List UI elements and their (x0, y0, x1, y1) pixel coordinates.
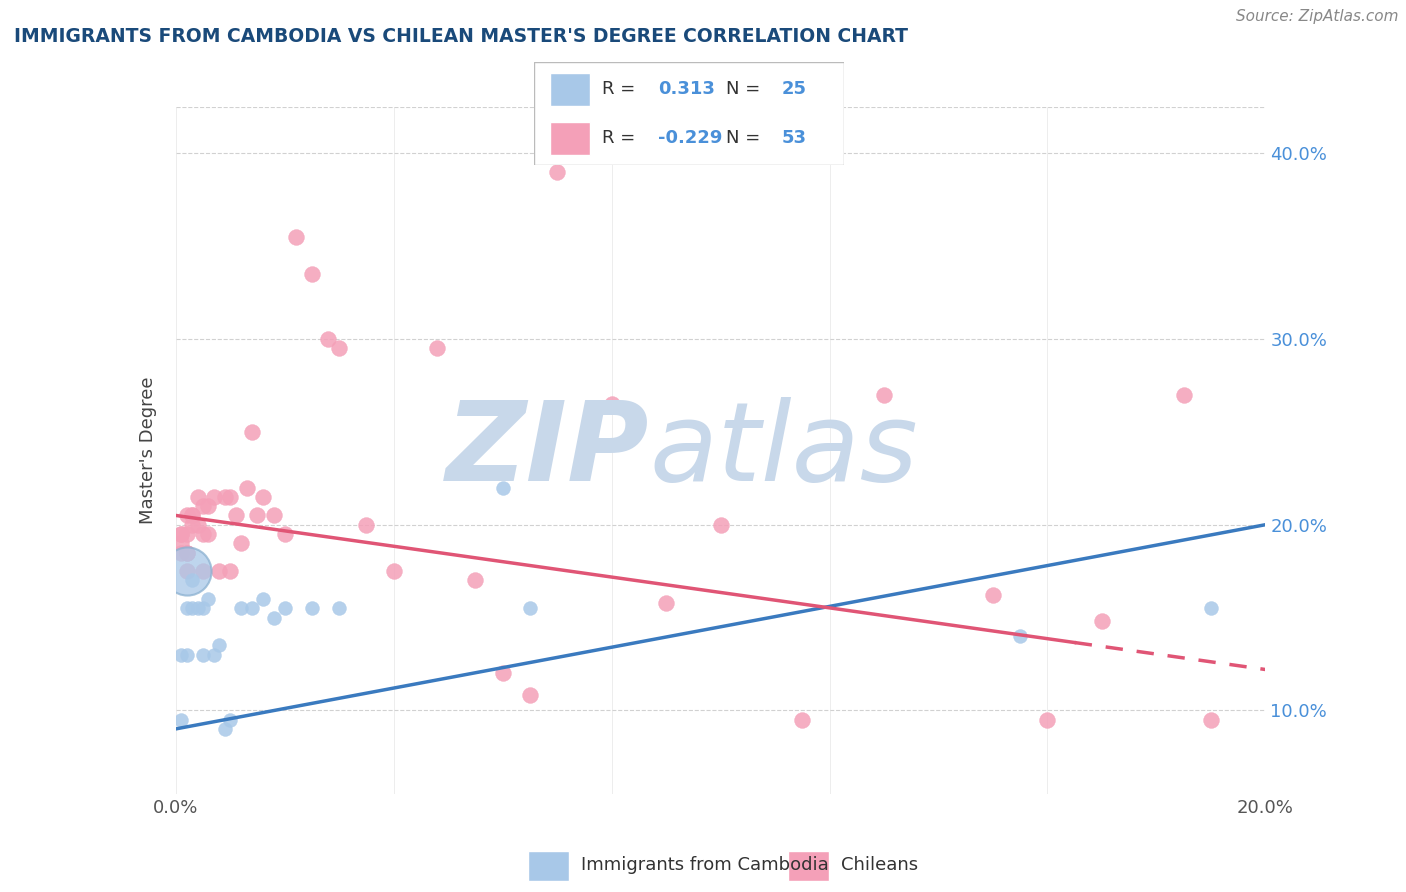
Point (191, 499, 214, 513)
Point (214, 490, 236, 504)
Point (301, 267, 323, 281)
Point (426, 342, 449, 356)
Point (246, 508, 269, 523)
Point (655, 596, 678, 610)
Point (1199, 713, 1222, 727)
Text: Source: ZipAtlas.com: Source: ZipAtlas.com (1236, 9, 1399, 24)
Point (231, 536, 253, 550)
Point (252, 591, 274, 606)
Bar (529, 851, 569, 881)
Point (1199, 601, 1222, 615)
Point (170, 527, 193, 541)
Point (170, 536, 193, 550)
Point (231, 601, 253, 615)
Point (208, 564, 231, 578)
Text: R =: R = (602, 80, 641, 98)
Text: -0.229: -0.229 (658, 129, 723, 147)
Point (546, 165, 568, 179)
Point (176, 601, 198, 615)
Bar (787, 851, 830, 881)
Point (181, 508, 204, 523)
Point (176, 545, 198, 559)
Point (181, 508, 204, 523)
Text: N =: N = (725, 80, 766, 98)
Point (181, 601, 204, 615)
Point (356, 517, 378, 532)
Point (176, 564, 198, 578)
Point (208, 639, 231, 653)
Point (176, 508, 198, 523)
Point (219, 490, 242, 504)
FancyBboxPatch shape (534, 62, 844, 165)
Point (519, 601, 541, 615)
Point (214, 722, 236, 736)
Point (191, 601, 214, 615)
Point (382, 564, 405, 578)
Point (186, 601, 209, 615)
Point (197, 499, 219, 513)
Bar (550, 73, 591, 105)
Point (176, 564, 198, 578)
Point (176, 648, 198, 662)
Point (202, 490, 225, 504)
Text: atlas: atlas (650, 397, 918, 504)
Point (181, 517, 204, 532)
Point (492, 666, 515, 681)
Point (170, 648, 193, 662)
Point (191, 564, 214, 578)
Point (328, 342, 350, 356)
Point (176, 545, 198, 559)
Point (318, 332, 340, 346)
Point (263, 508, 285, 523)
Text: N =: N = (725, 129, 766, 147)
Point (176, 527, 198, 541)
Point (492, 481, 515, 495)
Point (328, 601, 350, 615)
Point (284, 230, 307, 244)
Point (186, 490, 209, 504)
Point (1036, 713, 1059, 727)
Point (235, 481, 257, 495)
Point (240, 601, 263, 615)
Text: 25: 25 (782, 80, 807, 98)
Point (1173, 388, 1195, 402)
Text: IMMIGRANTS FROM CAMBODIA VS CHILEAN MASTER'S DEGREE CORRELATION CHART: IMMIGRANTS FROM CAMBODIA VS CHILEAN MAST… (14, 27, 908, 45)
Text: 0.313: 0.313 (658, 80, 714, 98)
Point (170, 527, 193, 541)
Text: 53: 53 (782, 129, 807, 147)
Point (170, 545, 193, 559)
Point (191, 648, 214, 662)
Point (873, 388, 896, 402)
Point (274, 527, 297, 541)
Point (252, 490, 274, 504)
Point (240, 425, 263, 439)
Text: R =: R = (602, 129, 641, 147)
Point (202, 648, 225, 662)
Point (263, 610, 285, 624)
Point (191, 527, 214, 541)
Point (181, 574, 204, 588)
Point (464, 574, 486, 588)
Y-axis label: Master's Degree: Master's Degree (139, 376, 157, 524)
Point (1091, 614, 1114, 628)
Point (170, 713, 193, 727)
Point (710, 517, 733, 532)
Point (792, 713, 814, 727)
Point (197, 527, 219, 541)
Text: ZIP: ZIP (446, 397, 650, 504)
Point (219, 713, 242, 727)
Point (519, 689, 541, 703)
Point (274, 601, 297, 615)
Point (197, 591, 219, 606)
Point (1010, 629, 1032, 643)
Point (301, 601, 323, 615)
Bar (550, 122, 591, 155)
Text: Immigrants from Cambodia: Immigrants from Cambodia (581, 856, 830, 874)
Point (219, 564, 242, 578)
Point (186, 517, 209, 532)
Text: Chileans: Chileans (841, 856, 918, 874)
Point (225, 508, 247, 523)
Point (981, 588, 1004, 602)
Point (600, 397, 623, 411)
